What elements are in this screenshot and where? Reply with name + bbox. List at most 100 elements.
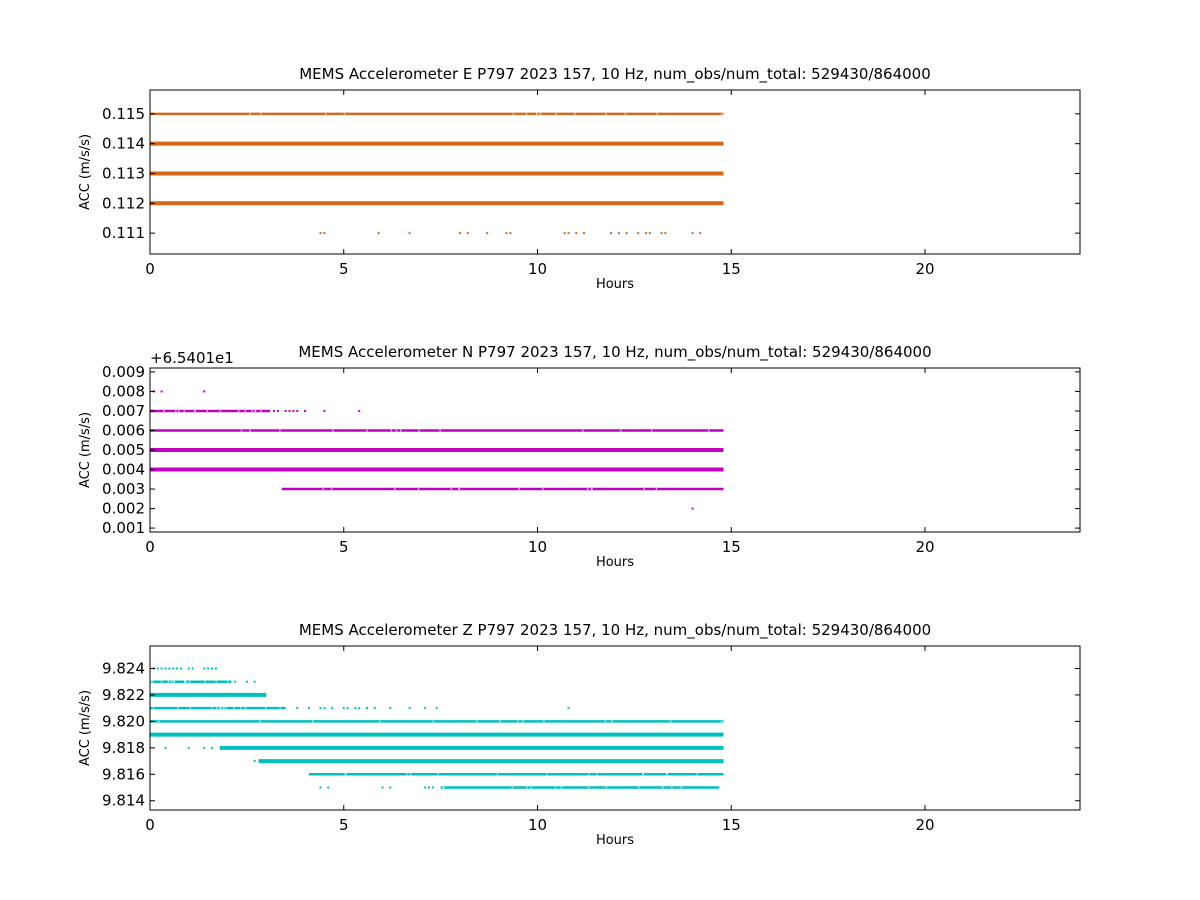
y-tick-label: 9.814 [102, 792, 145, 810]
band-gap [512, 112, 515, 115]
data-point [377, 232, 380, 235]
band-gap [210, 707, 213, 710]
data-point [234, 680, 237, 683]
data-point [563, 232, 566, 235]
chart-title: MEMS Accelerometer N P797 2023 157, 10 H… [298, 343, 931, 362]
band-gap [450, 488, 453, 491]
data-point [288, 409, 291, 412]
band-gap [343, 112, 346, 115]
band-gap [158, 720, 160, 723]
band-gap [458, 488, 461, 491]
y-tick-label: 0.006 [102, 421, 145, 439]
x-tick-label: 20 [915, 816, 934, 834]
data-point [691, 232, 694, 235]
band-gap [312, 720, 314, 723]
x-tick-label: 15 [722, 538, 741, 556]
band-gap [322, 488, 324, 491]
band-gap [175, 409, 177, 412]
band-gap [530, 786, 533, 789]
band-gap [222, 707, 225, 710]
band-gap [543, 720, 545, 723]
data-point [307, 707, 310, 710]
band-gap [279, 429, 281, 432]
y-offset-label: +6.5401e1 [150, 349, 234, 367]
band-gap [366, 429, 368, 432]
band-gap [611, 720, 613, 723]
x-tick-label: 20 [915, 538, 934, 556]
band-gap [518, 488, 520, 491]
band-gap [394, 488, 396, 491]
band-gap [638, 786, 640, 789]
band-gap [185, 680, 187, 683]
data-point [296, 707, 299, 710]
band-gap [332, 429, 334, 432]
data-point [505, 232, 508, 235]
x-tick-label: 15 [722, 260, 741, 278]
y-tick-label: 0.003 [102, 480, 145, 498]
band-gap [279, 707, 281, 710]
x-tick-label: 20 [915, 260, 934, 278]
data-point [346, 707, 349, 710]
chart-title: MEMS Accelerometer Z P797 2023 157, 10 H… [299, 621, 931, 640]
data-point [319, 786, 322, 789]
band-gap [596, 773, 598, 776]
band-gap [240, 707, 242, 710]
band-gap [260, 112, 262, 115]
y-tick-label: 0.112 [102, 194, 145, 212]
data-point [645, 232, 647, 235]
data-point [172, 667, 175, 670]
band-gap [244, 707, 247, 710]
band-gap [560, 786, 563, 789]
data-point [164, 667, 167, 670]
data-point [610, 232, 613, 235]
band-gap [605, 112, 607, 115]
band-gap [183, 680, 186, 683]
y-tick-label: 9.820 [102, 712, 145, 730]
band-gap [587, 773, 590, 776]
data-point [691, 507, 694, 510]
data-point [327, 786, 330, 789]
band-gap [206, 409, 209, 412]
band-gap [417, 488, 420, 491]
band-gap [216, 707, 218, 710]
x-tick-label: 0 [145, 816, 155, 834]
data-point [354, 707, 357, 710]
chart-title: MEMS Accelerometer E P797 2023 157, 10 H… [299, 65, 931, 84]
band-gap [574, 112, 576, 115]
band-gap [511, 786, 514, 789]
subplot-1: MEMS Accelerometer E P797 2023 157, 10 H… [78, 65, 1081, 292]
band-gap [378, 720, 381, 723]
data-point [435, 707, 438, 710]
y-tick-label: 0.007 [102, 402, 145, 420]
band-gap [219, 707, 221, 710]
x-tick-label: 10 [528, 816, 547, 834]
band-gap [237, 409, 240, 412]
data-point [187, 667, 190, 670]
band-gap [516, 720, 519, 723]
band-gap [720, 720, 723, 723]
band-gap [655, 488, 658, 491]
data-point [319, 232, 322, 235]
band-gap [555, 112, 558, 115]
x-tick-label: 0 [145, 538, 155, 556]
y-tick-label: 0.111 [102, 224, 145, 242]
data-point [323, 707, 326, 710]
data-point [428, 786, 430, 789]
band-gap [620, 429, 622, 432]
band-gap [163, 409, 165, 412]
band-gap [260, 409, 262, 412]
band-gap [249, 112, 251, 115]
band-gap [233, 707, 235, 710]
data-point [319, 707, 322, 710]
band-gap [604, 720, 607, 723]
y-tick-label: 0.113 [102, 164, 145, 182]
data-point [366, 707, 368, 710]
band-gap [588, 786, 590, 789]
band-gap [189, 707, 192, 710]
data-point [207, 667, 210, 670]
data-point [203, 667, 206, 670]
data-point [180, 667, 182, 670]
band-gap [718, 786, 721, 789]
band-gap [400, 429, 402, 432]
